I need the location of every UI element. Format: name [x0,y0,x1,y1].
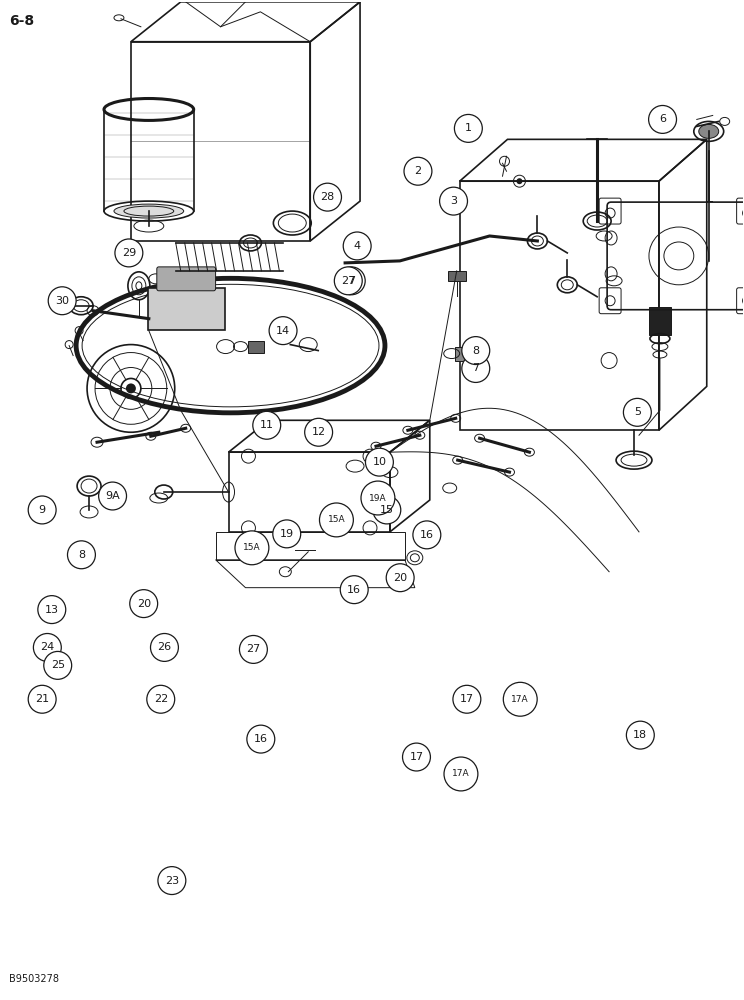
Circle shape [319,503,353,537]
Circle shape [150,633,179,661]
Circle shape [453,685,481,713]
Text: 20: 20 [137,599,151,609]
Circle shape [115,239,143,267]
Circle shape [365,448,394,476]
Text: 15A: 15A [327,515,345,524]
Text: 30: 30 [55,296,69,306]
Text: 6: 6 [659,114,666,124]
Text: 27: 27 [341,276,356,286]
Text: 15A: 15A [243,543,260,552]
Circle shape [28,496,56,524]
Circle shape [404,157,432,185]
Text: 28: 28 [321,192,335,202]
Circle shape [33,633,61,661]
Circle shape [28,685,56,713]
Text: 7: 7 [472,363,479,373]
Circle shape [247,725,275,753]
Text: 10: 10 [373,457,386,467]
Text: 17: 17 [409,752,423,762]
Circle shape [269,317,297,345]
Circle shape [623,398,651,426]
Text: 29: 29 [122,248,136,258]
Circle shape [68,541,95,569]
Circle shape [440,187,467,215]
Bar [448,271,466,281]
Circle shape [503,682,537,716]
Circle shape [626,721,654,749]
Text: 8: 8 [78,550,85,560]
Text: B9503278: B9503278 [10,974,60,984]
Circle shape [649,105,676,133]
Text: 11: 11 [260,420,274,430]
Text: 26: 26 [158,642,172,652]
Circle shape [516,178,522,184]
Circle shape [403,743,431,771]
Text: 19: 19 [280,529,294,539]
Text: 18: 18 [633,730,647,740]
Circle shape [313,183,341,211]
Circle shape [147,685,175,713]
Text: 9A: 9A [105,491,120,501]
Text: 16: 16 [420,530,434,540]
Text: 21: 21 [35,694,49,704]
Circle shape [158,867,186,895]
Circle shape [129,590,158,618]
Text: 17A: 17A [511,695,529,704]
Circle shape [235,531,269,565]
Circle shape [340,576,368,604]
Text: 9: 9 [39,505,45,515]
Circle shape [273,520,301,548]
Bar [248,341,264,353]
Text: 16: 16 [347,585,361,595]
FancyBboxPatch shape [148,288,225,330]
Circle shape [99,482,126,510]
Circle shape [253,411,280,439]
Text: 6-8: 6-8 [10,14,34,28]
Circle shape [48,287,76,315]
Circle shape [44,651,71,679]
Text: 1: 1 [465,123,472,133]
Ellipse shape [699,124,719,138]
Circle shape [444,757,478,791]
Text: 19A: 19A [369,494,387,503]
Text: 16: 16 [254,734,268,744]
Text: 12: 12 [312,427,326,437]
Text: 25: 25 [51,660,65,670]
Ellipse shape [114,204,184,218]
Text: 15: 15 [380,505,394,515]
Bar [455,347,475,361]
Circle shape [462,337,490,365]
Circle shape [343,232,371,260]
Circle shape [305,418,333,446]
Circle shape [361,481,395,515]
Circle shape [386,564,414,592]
FancyBboxPatch shape [157,267,216,291]
Circle shape [462,355,490,382]
Text: 14: 14 [276,326,290,336]
Text: 24: 24 [40,642,54,652]
Circle shape [455,114,482,142]
Bar [649,307,671,335]
Text: 4: 4 [353,241,361,251]
Text: 2: 2 [414,166,422,176]
Ellipse shape [126,383,136,393]
Circle shape [373,496,401,524]
Text: 3: 3 [450,196,457,206]
Circle shape [334,267,362,295]
Circle shape [337,267,365,295]
Text: 7: 7 [347,276,355,286]
Text: 22: 22 [153,694,168,704]
Text: 5: 5 [634,407,641,417]
Text: 8: 8 [472,346,479,356]
Text: 17A: 17A [452,769,469,778]
Text: 17: 17 [460,694,474,704]
Text: 20: 20 [393,573,407,583]
Circle shape [413,521,440,549]
Circle shape [38,596,65,624]
Text: 27: 27 [246,644,260,654]
Circle shape [240,635,267,663]
Text: 23: 23 [165,876,179,886]
Text: 13: 13 [45,605,59,615]
